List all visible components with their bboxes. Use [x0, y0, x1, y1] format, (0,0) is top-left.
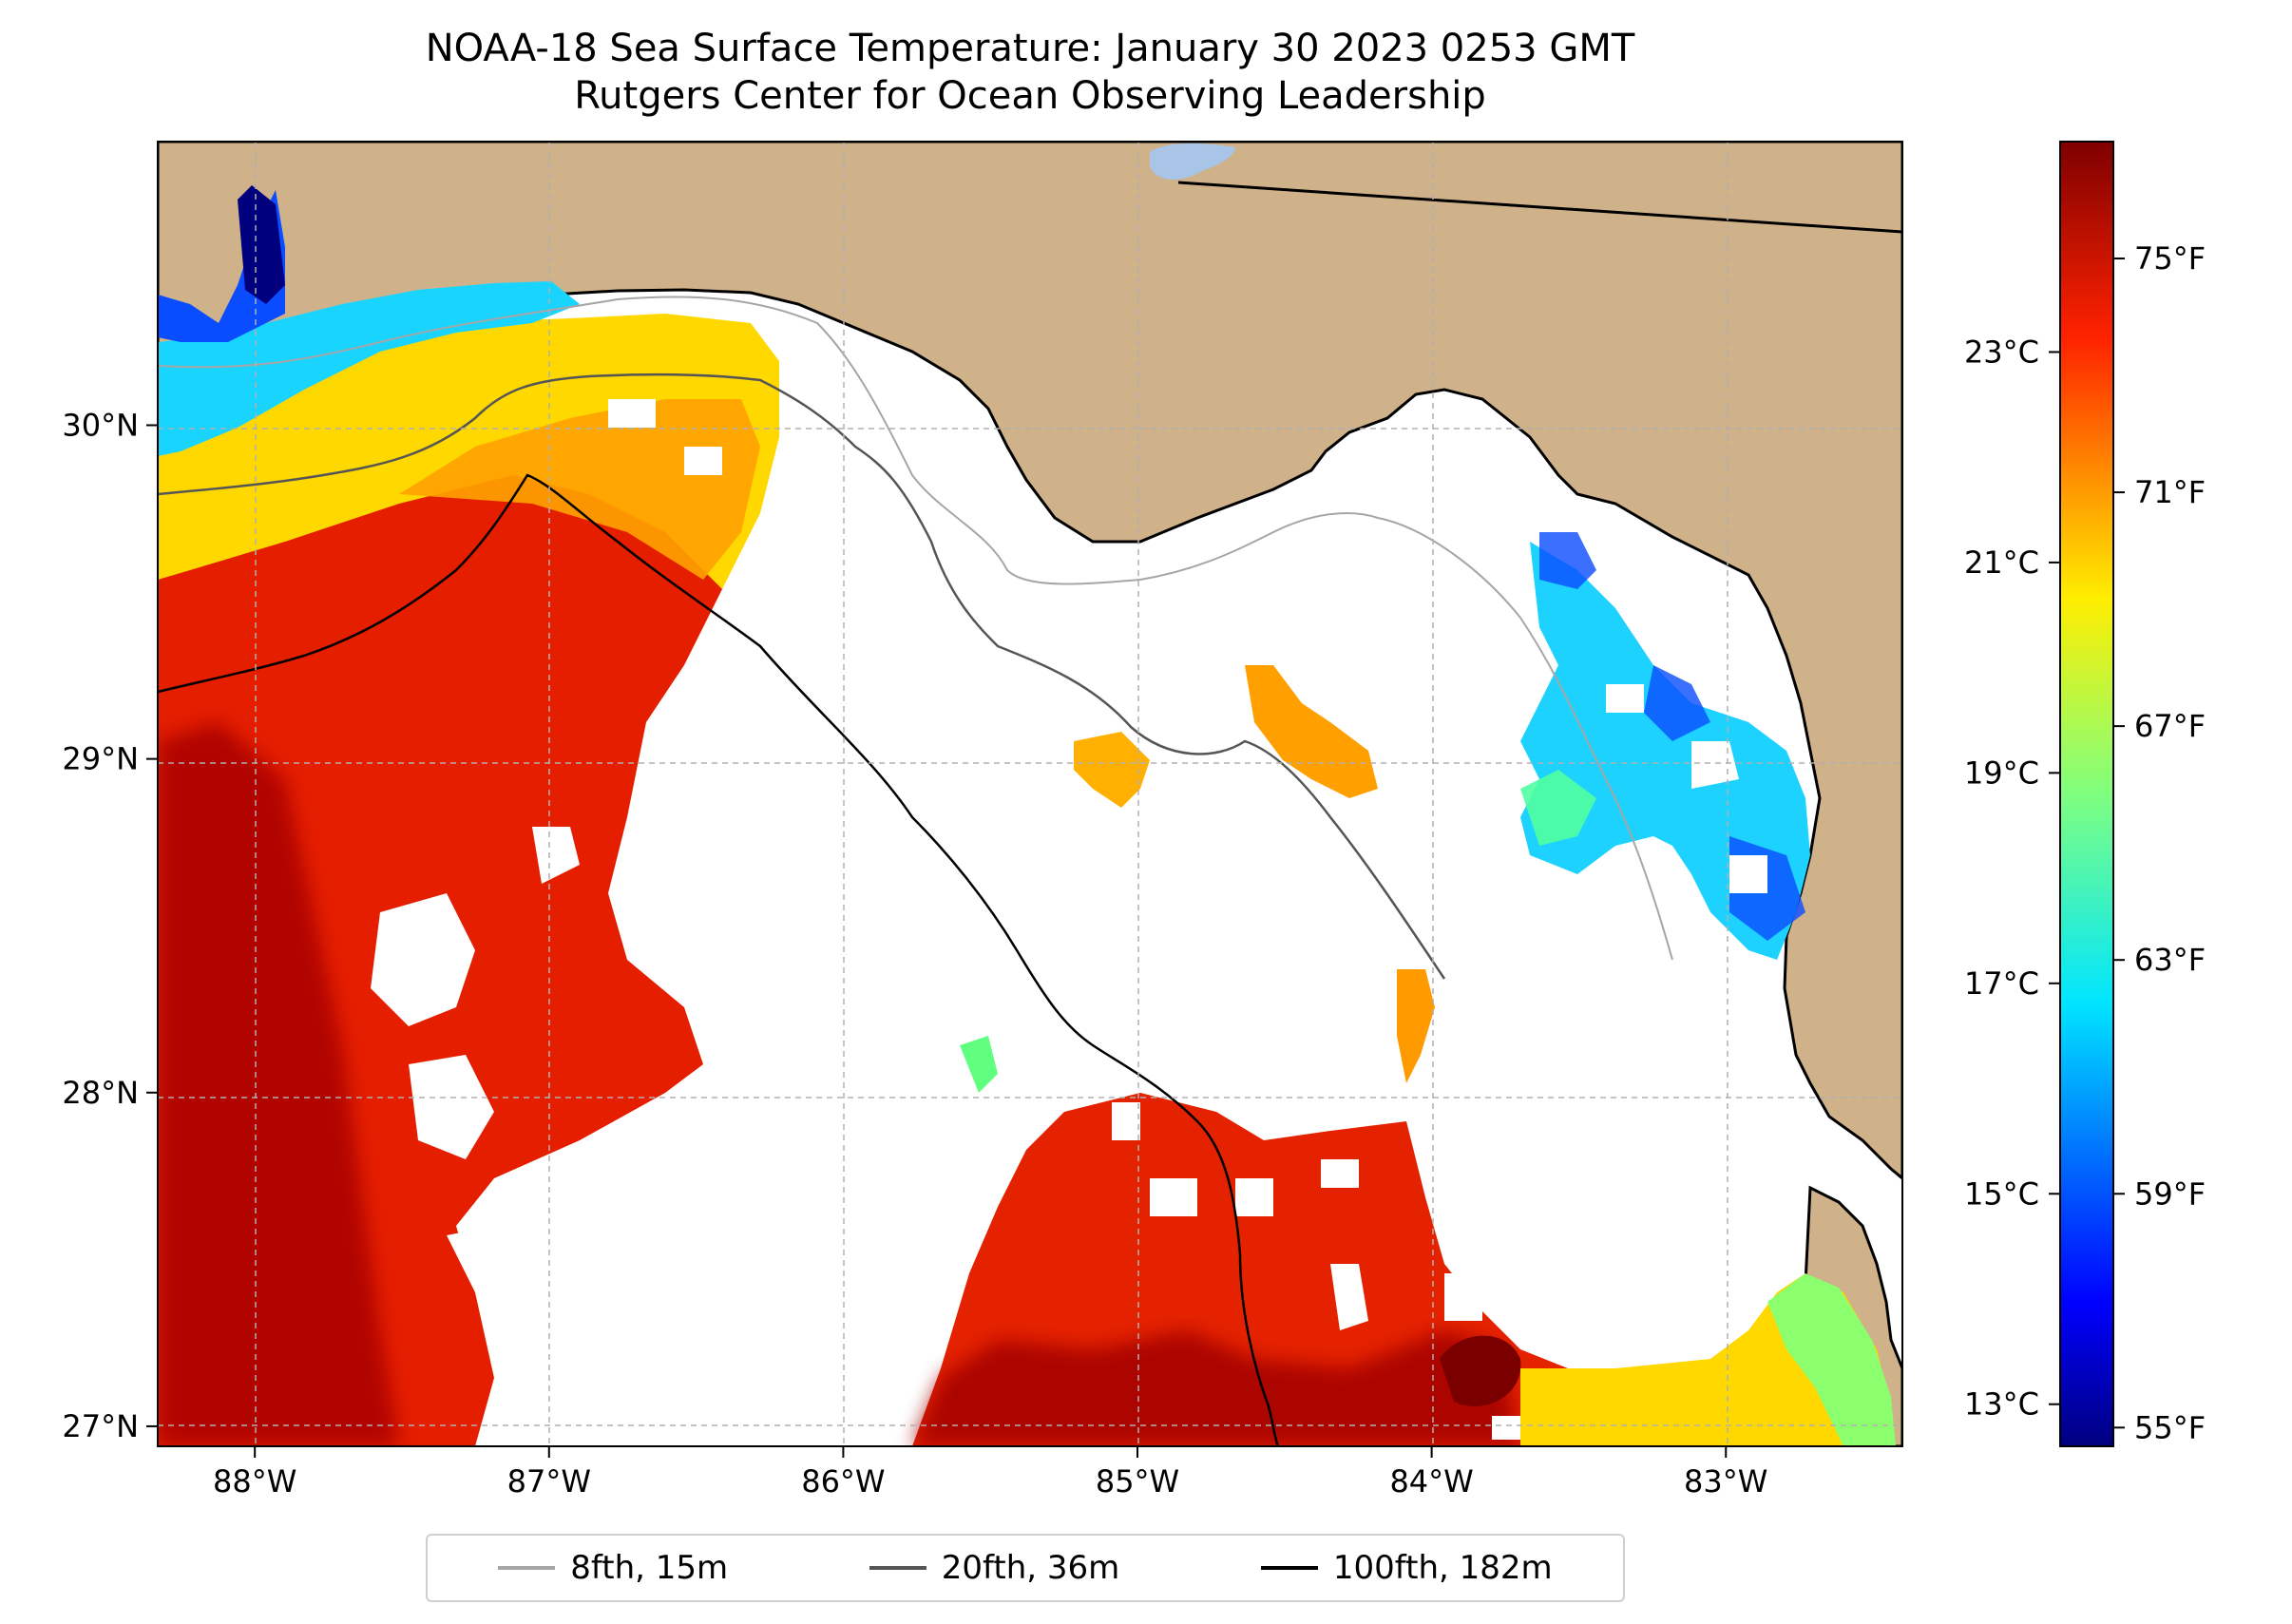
sst-swaths	[158, 185, 1896, 1446]
longitude-ticks: 88°W 87°W 86°W 85°W 84°W 83°W	[213, 1446, 1767, 1500]
lon-tick-label: 84°W	[1389, 1463, 1473, 1500]
figure-title: NOAA-18 Sea Surface Temperature: January…	[158, 25, 1902, 120]
cloud-gaps	[371, 399, 1767, 1440]
colorbar-scale	[2059, 141, 2114, 1447]
lat-tick-label: 29°N	[62, 741, 139, 777]
inland-water	[1150, 143, 1235, 181]
lat-tick-label: 28°N	[62, 1075, 139, 1111]
colorbar-f-tick-label: 59°F	[2134, 1175, 2206, 1212]
colorbar-f-tick-label: 55°F	[2134, 1409, 2206, 1445]
colorbar-f-tick-label: 63°F	[2134, 942, 2206, 978]
sst-swath-central-green	[960, 1036, 998, 1093]
map-frame	[157, 141, 1903, 1447]
colorbar-c-tick-label: 17°C	[1964, 965, 2039, 1002]
colorbar-c-tick-label: 13°C	[1964, 1386, 2039, 1423]
colorbar-c-tick-label: 15°C	[1964, 1175, 2039, 1212]
sst-swath-central-orange-c	[1397, 969, 1435, 1083]
sst-swath-south-dark	[912, 1330, 1520, 1446]
contour-legend: 8fth, 15m 20fth, 36m 100fth, 182m	[426, 1534, 1625, 1602]
colorbar-f-tick-label: 71°F	[2134, 474, 2206, 510]
sst-swath-east-green	[1520, 770, 1596, 846]
title-line-1: NOAA-18 Sea Surface Temperature: January…	[425, 27, 1635, 70]
map-area	[158, 142, 1902, 1446]
sst-swath-south-dark-core	[1440, 1335, 1521, 1406]
colorbar-celsius-ticks: 23°C 21°C 19°C 17°C 15°C 13°C	[1964, 334, 2060, 1423]
colorbar-c-tick-label: 19°C	[1964, 755, 2039, 791]
legend-label-8fth: 8fth, 15m	[570, 1549, 729, 1587]
legend-swatch-20fth	[869, 1566, 926, 1570]
colorbar-f-tick-label: 67°F	[2134, 708, 2206, 744]
legend-entry-20fth: 20fth, 36m	[869, 1549, 1120, 1587]
lon-tick-label: 87°W	[507, 1463, 591, 1500]
lat-tick-label: 27°N	[62, 1408, 139, 1444]
sst-swath-central-orange-b	[1074, 732, 1150, 808]
lat-tick-label: 30°N	[62, 407, 139, 443]
contour-20fth	[158, 373, 1446, 980]
title-line-2: Rutgers Center for Ocean Observing Leade…	[574, 74, 1486, 118]
legend-label-20fth: 20fth, 36m	[941, 1549, 1120, 1587]
colorbar-f-tick-label: 75°F	[2134, 240, 2206, 277]
colorbar-c-tick-label: 21°C	[1964, 545, 2039, 581]
lon-tick-label: 86°W	[801, 1463, 885, 1500]
legend-entry-8fth: 8fth, 15m	[498, 1549, 728, 1587]
legend-swatch-100fth	[1260, 1566, 1318, 1570]
legend-label-100fth: 100fth, 182m	[1332, 1549, 1553, 1587]
lon-tick-label: 88°W	[213, 1463, 296, 1500]
lon-tick-label: 83°W	[1684, 1463, 1767, 1500]
sst-swath-central-orange-a	[1245, 665, 1378, 798]
legend-entry-100fth: 100fth, 182m	[1260, 1549, 1553, 1587]
sst-swath-northwest-orange	[399, 399, 760, 580]
sst-swath-west-dark	[158, 722, 399, 1446]
contour-8fth	[158, 296, 1673, 961]
legend-swatch-8fth	[498, 1566, 556, 1570]
latitude-ticks: 30°N 29°N 28°N 27°N	[62, 407, 158, 1444]
sst-swath-southeast-green	[1767, 1273, 1896, 1446]
lon-tick-label: 85°W	[1096, 1463, 1179, 1500]
colorbar-fahrenheit-ticks: 75°F 71°F 67°F 63°F 59°F 55°F	[2113, 240, 2206, 1445]
sst-swath-northwest-cyan	[158, 281, 580, 456]
contour-100fth	[158, 473, 1280, 1446]
sst-swath-northwest-navy	[238, 185, 285, 304]
state-boundary	[1177, 181, 1902, 234]
colorbar-c-tick-label: 23°C	[1964, 334, 2039, 370]
gridlines	[158, 142, 1902, 1446]
sst-swath-northwest-blue	[158, 190, 285, 342]
sst-swath-east-blue	[1539, 532, 1805, 941]
